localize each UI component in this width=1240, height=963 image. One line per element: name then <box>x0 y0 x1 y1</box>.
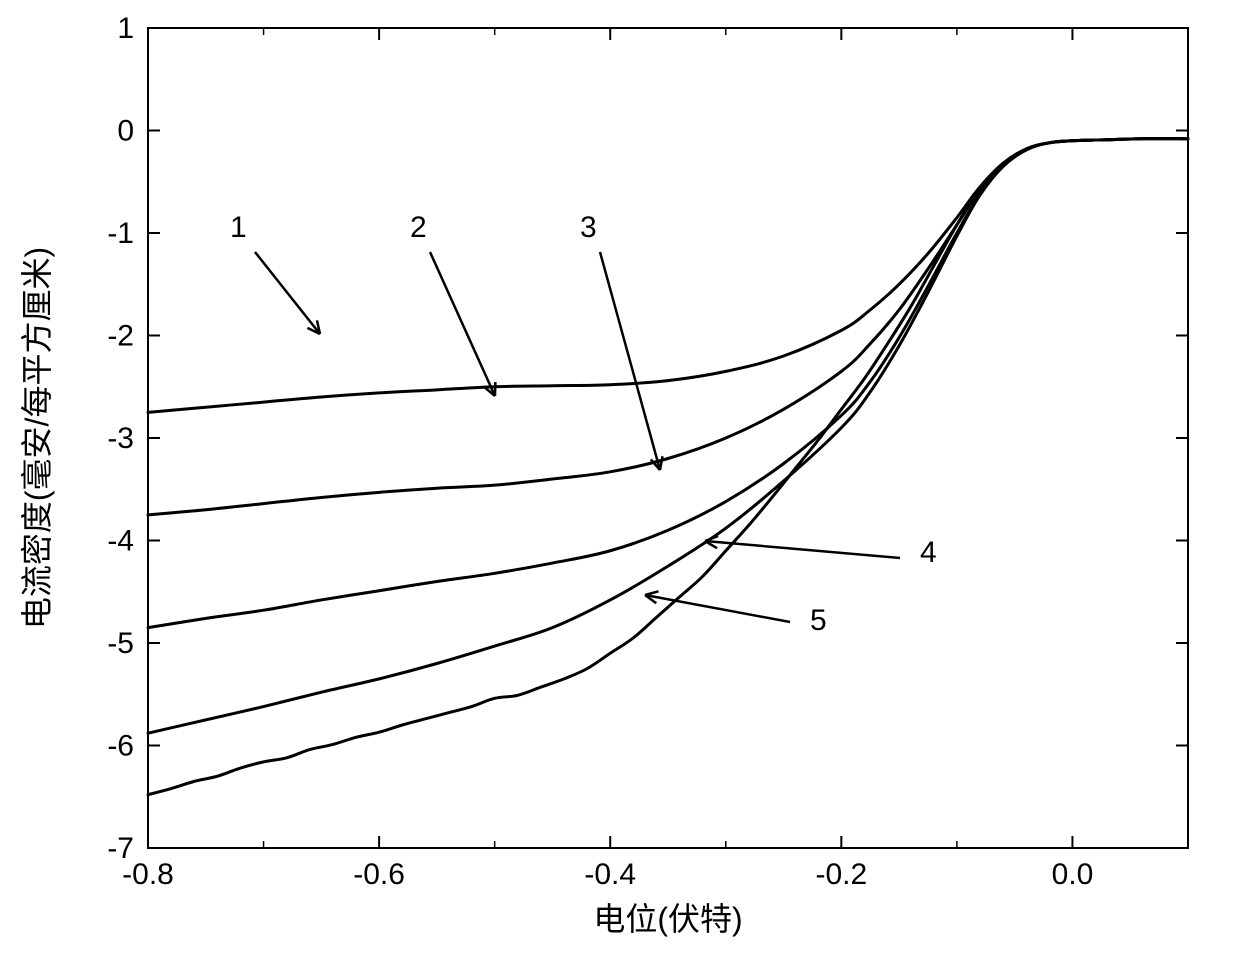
y-tick-label: -3 <box>107 422 134 455</box>
y-tick-label: -7 <box>107 832 134 865</box>
annotation-3-label: 3 <box>580 211 597 244</box>
y-tick-label: -2 <box>107 320 134 353</box>
series-1-curve <box>148 139 1188 413</box>
series-2-curve <box>148 139 1188 515</box>
annotation-1-label: 1 <box>230 211 247 244</box>
y-tick-label: -5 <box>107 627 134 660</box>
x-axis-label: 电位(伏特) <box>593 901 742 937</box>
x-tick-label: -0.4 <box>584 858 636 891</box>
x-tick-label: -0.2 <box>815 858 867 891</box>
annotation-3-arrow <box>600 252 660 470</box>
y-axis-label: 电流密度(毫安/每平方厘米) <box>19 247 55 629</box>
annotation-2-arrow <box>430 252 495 396</box>
y-tick-label: -6 <box>107 730 134 763</box>
y-tick-label: 0 <box>117 115 134 148</box>
polarization-chart: -0.8-0.6-0.4-0.20.0-7-6-5-4-3-2-101电位(伏特… <box>0 0 1240 963</box>
chart-container: -0.8-0.6-0.4-0.20.0-7-6-5-4-3-2-101电位(伏特… <box>0 0 1240 963</box>
y-tick-label: -4 <box>107 525 134 558</box>
x-tick-label: 0.0 <box>1052 858 1094 891</box>
y-tick-label: 1 <box>117 12 134 45</box>
annotation-2-label: 2 <box>410 211 427 244</box>
series-3-curve <box>148 139 1188 628</box>
annotation-4-arrow <box>705 541 900 558</box>
annotation-5-label: 5 <box>810 604 827 637</box>
annotation-4-label: 4 <box>920 536 937 569</box>
annotation-1-arrow <box>255 252 320 334</box>
y-tick-label: -1 <box>107 217 134 250</box>
x-tick-label: -0.6 <box>353 858 405 891</box>
series-4-curve <box>148 139 1188 734</box>
